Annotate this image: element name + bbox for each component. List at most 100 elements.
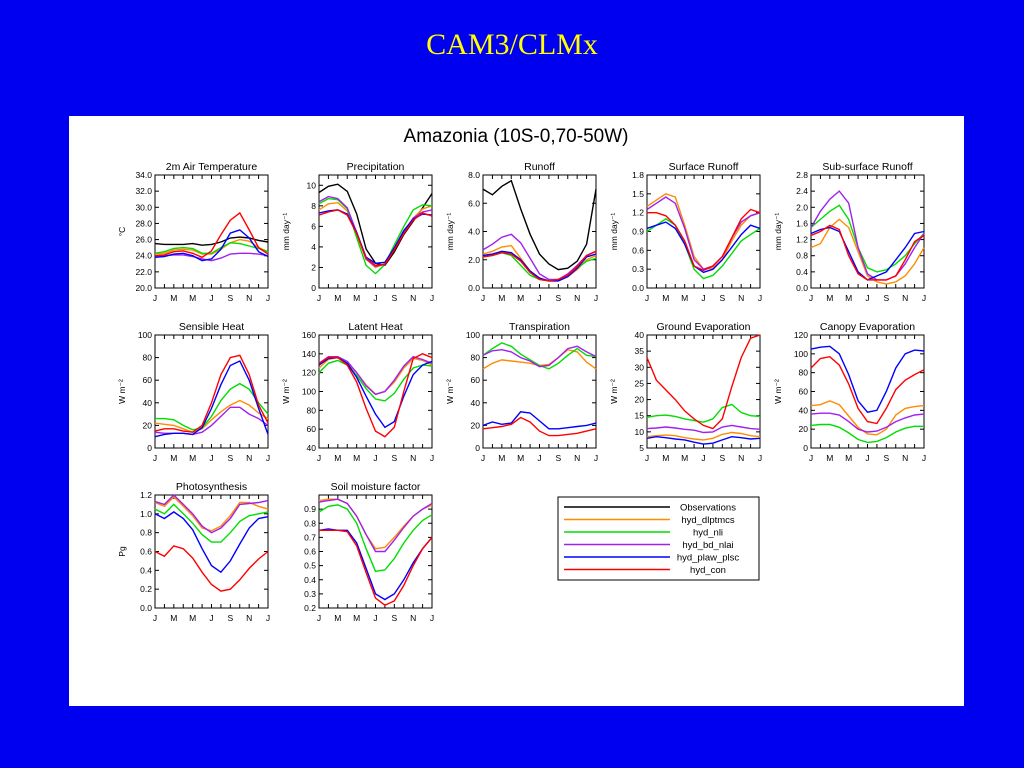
series-line-hyd-con (647, 208, 761, 272)
y-tick-label: 0.0 (140, 603, 152, 613)
figure-panel: Amazonia (10S-0,70-50W) 2m Air Temperatu… (69, 116, 964, 706)
series-line-hyd-con (154, 211, 269, 259)
x-tick-label: J (373, 613, 377, 623)
x-tick-label: S (227, 453, 233, 463)
x-tick-label: N (574, 293, 580, 303)
y-axis-label: W m⁻² (281, 379, 291, 404)
y-tick-label: 60 (471, 375, 481, 385)
series-line-hyd-dlptmcs (318, 201, 433, 269)
series-line-hyd-plaw-plsc (810, 345, 925, 413)
x-tick-label: M (189, 293, 196, 303)
y-tick-label: 1.5 (632, 189, 644, 199)
x-tick-label: N (246, 613, 252, 623)
y-tick-label: 22.0 (135, 267, 152, 277)
x-tick-label: J (594, 453, 598, 463)
chart-title: Transpiration (509, 321, 570, 333)
x-tick-label: J (701, 453, 705, 463)
chart-title: Ground Evaporation (657, 321, 751, 333)
legend-label: hyd_bd_nlai (682, 540, 733, 551)
series-line-hyd-plaw-plsc (318, 528, 433, 601)
chart-title: 2m Air Temperature (166, 161, 258, 173)
series-line-hyd-nli (318, 197, 433, 275)
y-axis-label: mm day⁻¹ (445, 213, 455, 251)
x-tick-label: J (430, 453, 434, 463)
y-tick-label: 0.9 (632, 227, 644, 237)
legend-label: Observations (680, 503, 736, 514)
y-axis-label: mm day⁻¹ (609, 213, 619, 251)
x-tick-label: N (246, 293, 252, 303)
y-tick-label: 140 (302, 349, 316, 359)
x-tick-label: J (645, 453, 649, 463)
series-line-hyd-bd-nlai (482, 233, 597, 281)
x-tick-label: M (498, 293, 505, 303)
chart-10: Canopy Evaporation 0 20 40 60 80 100 120 J M M J S N J… (773, 321, 926, 463)
x-tick-label: S (391, 613, 397, 623)
x-tick-label: J (373, 453, 377, 463)
series-line-hyd-con (318, 353, 433, 438)
x-tick-label: M (334, 613, 341, 623)
chart-11: Photosynthesis 0.0 0.2 0.4 0.6 0.8 1.0 1.2 J M M J S… (117, 481, 270, 623)
chart-8: Transpiration 0 20 40 60 80 100 J M M J S N J W m⁻² (445, 321, 598, 463)
x-tick-label: J (209, 293, 213, 303)
y-axis-label: mm day⁻¹ (773, 213, 783, 251)
y-tick-label: 0.2 (140, 584, 152, 594)
x-tick-label: J (481, 293, 485, 303)
series-line-hyd-con (154, 354, 269, 433)
y-tick-label: 20 (799, 424, 809, 434)
y-tick-label: 0.4 (140, 565, 152, 575)
y-tick-label: 6.0 (468, 198, 480, 208)
series-line-hyd-nli (154, 503, 269, 543)
x-tick-label: M (681, 453, 688, 463)
y-tick-label: 100 (302, 387, 316, 397)
x-tick-label: J (266, 453, 270, 463)
x-tick-label: J (153, 453, 157, 463)
x-tick-label: S (227, 613, 233, 623)
chart-3: Runoff 0.0 2.0 4.0 6.0 8.0 J M M J S N Jmm day⁻¹ (445, 161, 598, 303)
x-tick-label: M (681, 293, 688, 303)
y-tick-label: 28.0 (135, 218, 152, 228)
y-tick-label: 1.2 (796, 235, 808, 245)
y-tick-label: 20.0 (135, 283, 152, 293)
x-tick-label: N (410, 613, 416, 623)
plot-frame (318, 174, 433, 289)
series-line-hyd-nli (155, 382, 269, 431)
x-tick-label: N (574, 453, 580, 463)
series-line-hyd-nli (810, 423, 924, 444)
y-tick-label: 0.4 (796, 267, 808, 277)
y-tick-label: 0.6 (140, 547, 152, 557)
chart-title: Canopy Evaporation (820, 321, 915, 333)
series-line-hyd-con (646, 334, 761, 430)
y-tick-label: 80 (471, 353, 481, 363)
x-tick-label: S (883, 293, 889, 303)
y-tick-label: 60 (143, 375, 153, 385)
chart-5: Sub-surface Runoff 0.0 0.4 0.8 1.2 1.6 2.0 2.4 2… (773, 161, 926, 303)
y-tick-label: 20 (143, 420, 153, 430)
series-line-hyd-con (810, 355, 925, 425)
y-tick-label: 8.0 (468, 170, 480, 180)
x-tick-label: M (353, 293, 360, 303)
chart-2: Precipitation 0 2 4 6 8 10 J M M J S N Jmm day⁻¹ (281, 161, 434, 303)
chart-9: Ground Evaporation 5 10 15 20 25 30 35 40 J M M J S N J… (609, 321, 762, 463)
series-line-hyd-nli (318, 504, 433, 573)
chart-title: Sensible Heat (179, 321, 244, 333)
series-line-hyd-plaw-plsc (154, 511, 269, 574)
y-tick-label: 30.0 (135, 202, 152, 212)
x-tick-label: M (662, 293, 669, 303)
x-tick-label: M (170, 613, 177, 623)
y-axis-label: W m⁻² (445, 379, 455, 404)
y-axis-label: W m⁻² (609, 379, 619, 404)
x-tick-label: J (209, 613, 213, 623)
x-tick-label: M (334, 293, 341, 303)
series-line-hyd-dlptmcs (318, 356, 433, 396)
series-line-hyd-nli (646, 403, 761, 423)
x-tick-label: M (170, 453, 177, 463)
x-tick-label: M (189, 613, 196, 623)
series-line-hyd-nli (318, 359, 433, 402)
x-tick-label: S (719, 293, 725, 303)
series-line-hyd-dlptmcs (646, 431, 761, 441)
series-line-hyd-dlptmcs (154, 238, 269, 255)
y-tick-label: 0.4 (304, 575, 316, 585)
x-tick-label: M (334, 453, 341, 463)
x-tick-label: J (922, 453, 926, 463)
y-tick-label: 1.8 (632, 170, 644, 180)
